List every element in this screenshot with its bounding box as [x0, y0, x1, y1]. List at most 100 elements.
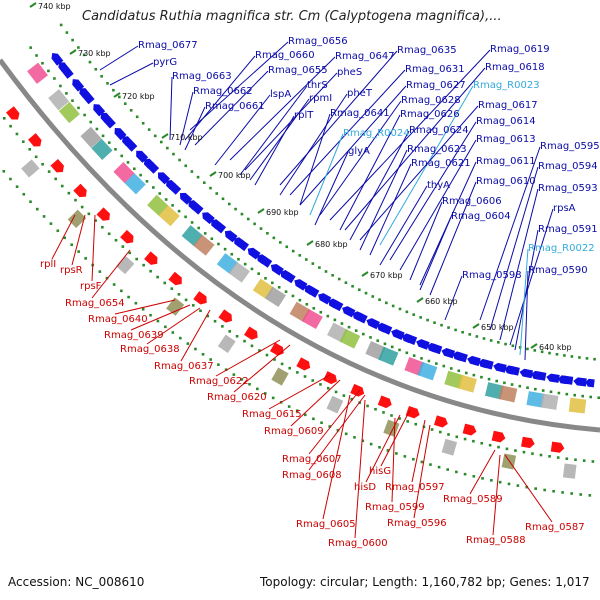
- forward-gene-label[interactable]: Rmag_0641: [330, 108, 390, 119]
- gene-block[interactable]: [498, 385, 518, 403]
- forward-gene-label[interactable]: Rmag_0591: [538, 224, 598, 235]
- gene-block[interactable]: [58, 101, 80, 124]
- reverse-gene-arrow[interactable]: [96, 207, 113, 223]
- reverse-gene-label[interactable]: Rmag_0640: [88, 314, 148, 325]
- forward-gene-label[interactable]: Rmag_0594: [538, 161, 598, 172]
- forward-gene-label[interactable]: Rmag_0598: [462, 270, 522, 281]
- forward-gene-arrow[interactable]: [427, 342, 443, 355]
- reverse-gene-label[interactable]: Rmag_0605: [296, 519, 356, 530]
- reverse-gene-arrow[interactable]: [6, 106, 22, 122]
- forward-gene-label[interactable]: Rmag_0647: [335, 51, 395, 62]
- forward-gene-label[interactable]: rpsA: [553, 203, 576, 214]
- gene-block[interactable]: [80, 126, 102, 149]
- forward-gene-arrow[interactable]: [402, 333, 418, 345]
- gene-block[interactable]: [562, 463, 577, 479]
- reverse-gene-arrow[interactable]: [218, 309, 234, 325]
- gene-block[interactable]: [526, 391, 545, 408]
- reverse-gene-label[interactable]: hisG: [369, 466, 391, 477]
- reverse-gene-arrow[interactable]: [462, 423, 478, 437]
- forward-gene-arrow[interactable]: [166, 180, 182, 195]
- forward-gene-arrow[interactable]: [304, 284, 320, 298]
- forward-gene-label[interactable]: Rmag_0614: [476, 116, 536, 127]
- forward-gene-label[interactable]: Rmag_0677: [138, 40, 198, 51]
- forward-gene-label[interactable]: Rmag_0660: [255, 50, 315, 61]
- forward-gene-label[interactable]: Rmag_0610: [476, 176, 536, 187]
- reverse-gene-arrow[interactable]: [296, 357, 312, 372]
- gene-block[interactable]: [378, 346, 399, 366]
- forward-gene-arrow[interactable]: [188, 200, 204, 215]
- forward-gene-label[interactable]: Rmag_R0024: [343, 128, 410, 139]
- reverse-gene-arrow[interactable]: [377, 395, 394, 409]
- gene-block[interactable]: [48, 89, 70, 111]
- forward-gene-label[interactable]: Rmag_0663: [172, 71, 232, 82]
- gene-block[interactable]: [264, 286, 287, 308]
- reverse-gene-label[interactable]: Rmag_0638: [120, 344, 180, 355]
- reverse-gene-label[interactable]: Rmag_0615: [242, 409, 302, 420]
- forward-gene-arrow[interactable]: [505, 365, 520, 376]
- forward-gene-label[interactable]: Rmag_0631: [405, 64, 465, 75]
- forward-gene-label[interactable]: pheS: [337, 67, 362, 78]
- reverse-gene-arrow[interactable]: [28, 133, 44, 149]
- gene-block[interactable]: [417, 361, 438, 381]
- gene-block[interactable]: [441, 438, 458, 456]
- forward-gene-arrow[interactable]: [352, 311, 368, 324]
- forward-gene-label[interactable]: Rmag_0621: [411, 158, 471, 169]
- gene-block[interactable]: [301, 308, 323, 330]
- reverse-gene-arrow[interactable]: [491, 430, 507, 444]
- gene-block[interactable]: [116, 255, 135, 275]
- forward-gene-arrow[interactable]: [453, 351, 468, 363]
- reverse-gene-label[interactable]: Rmag_0589: [443, 494, 503, 505]
- forward-gene-arrow[interactable]: [328, 298, 344, 312]
- forward-gene-arrow[interactable]: [234, 237, 250, 252]
- gene-block[interactable]: [166, 297, 185, 316]
- reverse-gene-arrow[interactable]: [144, 251, 160, 267]
- forward-gene-arrow[interactable]: [211, 219, 227, 234]
- forward-gene-label[interactable]: Rmag_0627: [406, 80, 466, 91]
- gene-block[interactable]: [67, 209, 87, 229]
- gene-block[interactable]: [457, 374, 477, 393]
- forward-gene-label[interactable]: Rmag_0626: [400, 109, 460, 120]
- gene-block[interactable]: [158, 205, 180, 227]
- gene-block[interactable]: [271, 367, 289, 386]
- reverse-gene-arrow[interactable]: [405, 405, 422, 420]
- forward-gene-label[interactable]: rpmI: [309, 93, 332, 104]
- forward-gene-arrow[interactable]: [280, 269, 296, 284]
- forward-gene-label[interactable]: glyA: [348, 146, 370, 157]
- reverse-gene-label[interactable]: Rmag_0600: [328, 538, 388, 549]
- forward-gene-arrow[interactable]: [59, 64, 74, 79]
- reverse-gene-label[interactable]: Rmag_0608: [282, 470, 342, 481]
- forward-gene-label[interactable]: thyA: [427, 180, 450, 191]
- reverse-gene-arrow[interactable]: [323, 371, 339, 386]
- reverse-gene-label[interactable]: rpsR: [60, 265, 83, 276]
- forward-gene-label[interactable]: Rmag_0593: [538, 183, 598, 194]
- gene-block[interactable]: [540, 393, 559, 410]
- forward-gene-label[interactable]: Rmag_0661: [205, 101, 265, 112]
- reverse-gene-arrow[interactable]: [550, 441, 565, 454]
- gene-block[interactable]: [484, 382, 504, 400]
- forward-gene-label[interactable]: Rmag_0635: [397, 45, 457, 56]
- forward-gene-arrow[interactable]: [479, 358, 494, 370]
- reverse-gene-label[interactable]: Rmag_0588: [466, 535, 526, 546]
- forward-gene-label[interactable]: Rmag_0613: [476, 134, 536, 145]
- gene-block[interactable]: [339, 328, 361, 349]
- reverse-gene-arrow[interactable]: [50, 158, 66, 175]
- gene-block[interactable]: [27, 62, 48, 84]
- reverse-gene-label[interactable]: Rmag_0597: [385, 482, 445, 493]
- reverse-gene-arrow[interactable]: [269, 342, 286, 357]
- forward-gene-label[interactable]: Rmag_0662: [193, 86, 253, 97]
- forward-gene-label[interactable]: Rmag_0624: [409, 125, 469, 136]
- gene-block[interactable]: [21, 159, 40, 178]
- gene-block[interactable]: [228, 261, 250, 283]
- forward-gene-label[interactable]: Rmag_0618: [485, 62, 545, 73]
- gene-features[interactable]: [0, 51, 595, 479]
- reverse-gene-label[interactable]: Rmag_0622: [189, 376, 249, 387]
- reverse-gene-arrow[interactable]: [521, 436, 536, 449]
- forward-gene-label[interactable]: Rmag_0590: [528, 265, 588, 276]
- reverse-gene-label[interactable]: Rmag_0639: [104, 330, 164, 341]
- forward-gene-label[interactable]: Rmag_R0023: [473, 80, 540, 91]
- reverse-gene-label[interactable]: hisD: [354, 482, 376, 493]
- forward-gene-arrow[interactable]: [101, 113, 116, 129]
- forward-gene-label[interactable]: Rmag_0655: [268, 65, 328, 76]
- reverse-gene-arrow[interactable]: [244, 326, 260, 341]
- forward-gene-arrow[interactable]: [559, 375, 574, 385]
